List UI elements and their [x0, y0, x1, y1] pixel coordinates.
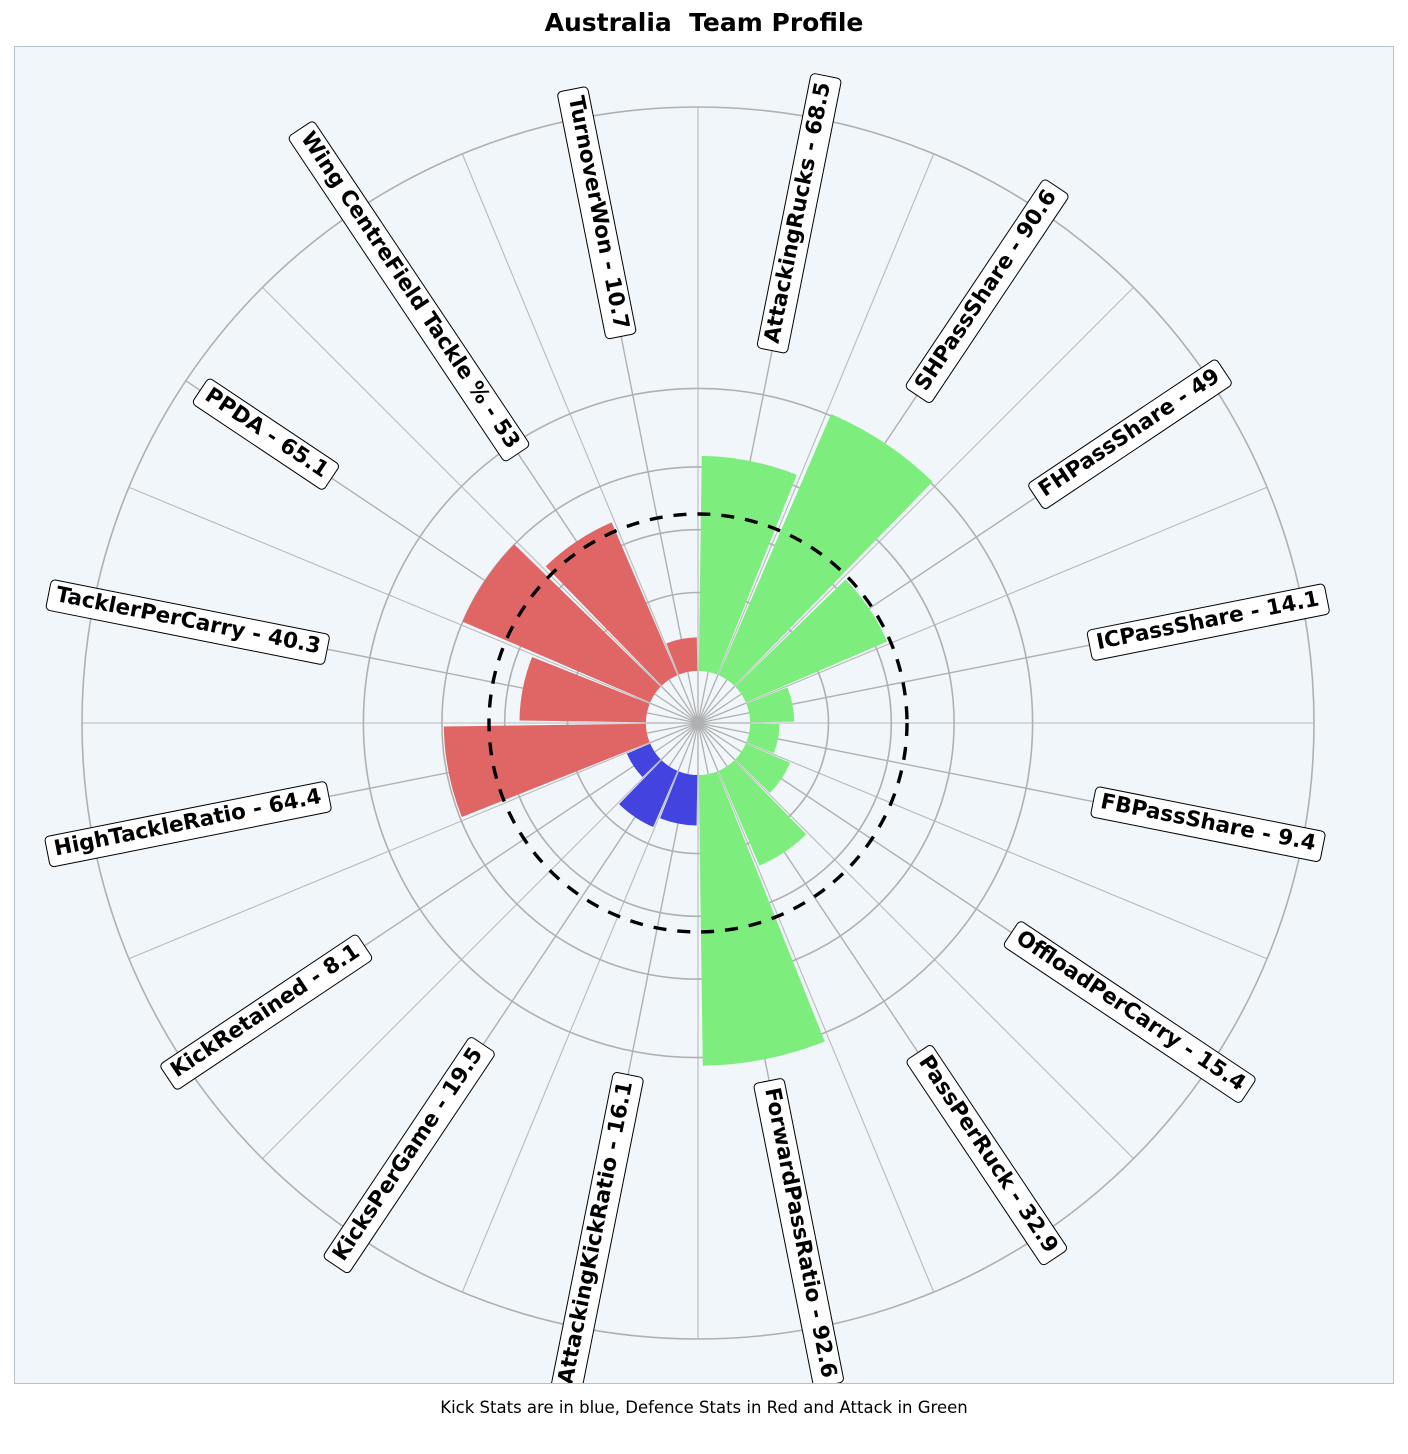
polar-bar[interactable]	[519, 656, 650, 723]
polar-chart-axes: AttackingRucks - 68.5 SHPassShare - 90.6 F…	[14, 46, 1394, 1384]
polar-bar[interactable]	[698, 455, 797, 675]
bars-layer	[443, 413, 933, 1066]
polar-plot	[81, 106, 1315, 1340]
polar-bar[interactable]	[718, 413, 933, 686]
hub-spoke	[649, 722, 699, 744]
polar-bar[interactable]	[746, 687, 795, 723]
chart-caption: Kick Stats are in blue, Defence Stats in…	[440, 1398, 968, 1417]
angular-gridline-minor	[262, 287, 699, 724]
baseline-circle	[487, 512, 909, 934]
hub-spoke	[697, 722, 736, 761]
hub-spoke	[668, 679, 699, 724]
polar-bar[interactable]	[746, 723, 780, 754]
baseline-dashed-circle	[487, 512, 909, 934]
hub-spoke	[697, 722, 750, 734]
polar-bar[interactable]	[626, 743, 661, 777]
angular-gridline-minor	[697, 722, 1268, 960]
hub-spoke	[677, 722, 699, 772]
polar-bar[interactable]	[619, 760, 678, 827]
angular-gridline-minor	[128, 722, 699, 960]
hub-spoke	[654, 722, 699, 753]
angular-gridline-minor	[697, 722, 935, 1293]
hub-spoke	[697, 722, 742, 753]
hub-spoke	[697, 693, 742, 724]
hub-spoke	[687, 722, 699, 775]
center-hub	[646, 671, 750, 775]
polar-bar[interactable]	[545, 522, 678, 686]
hub-spoke	[649, 702, 699, 724]
polar-bar[interactable]	[666, 637, 698, 675]
polar-bar[interactable]	[718, 760, 807, 866]
hub-spoke	[697, 722, 747, 744]
polar-bar[interactable]	[735, 579, 888, 703]
angular-gridline-minor	[697, 722, 1134, 1159]
hub-spoke	[697, 722, 719, 772]
hub-spoke	[660, 685, 699, 724]
hub-spoke	[697, 712, 750, 724]
polar-bar[interactable]	[698, 771, 825, 1066]
polar-bar[interactable]	[660, 771, 698, 826]
hub-spoke	[687, 671, 699, 724]
hub-spoke	[697, 722, 728, 767]
polar-bar[interactable]	[462, 544, 661, 703]
hub-spoke	[697, 679, 728, 724]
angular-gridline-minor	[262, 722, 699, 1159]
polar-bar[interactable]	[735, 743, 791, 793]
hub-spoke	[646, 722, 699, 734]
hub-spoke	[697, 722, 709, 775]
hub-spoke	[697, 685, 736, 724]
angular-gridline-minor	[461, 153, 699, 724]
angular-gridline-minor	[697, 486, 1268, 724]
hub-spoke	[677, 674, 699, 724]
hub-spoke	[654, 693, 699, 724]
hub-spoke	[697, 674, 719, 724]
hub-spoke	[646, 712, 699, 724]
polar-bar[interactable]	[443, 723, 650, 817]
hub-spoke	[660, 722, 699, 761]
hub-spoke	[668, 722, 699, 767]
angular-gridline-minor	[697, 153, 935, 724]
angular-gridline-minor	[461, 722, 699, 1293]
angular-gridline-minor	[697, 287, 1134, 724]
page-title: Australia Team Profile	[544, 8, 864, 37]
angular-gridline-minor	[128, 486, 699, 724]
hub-spoke	[697, 671, 709, 724]
hub-spoke	[697, 702, 747, 724]
